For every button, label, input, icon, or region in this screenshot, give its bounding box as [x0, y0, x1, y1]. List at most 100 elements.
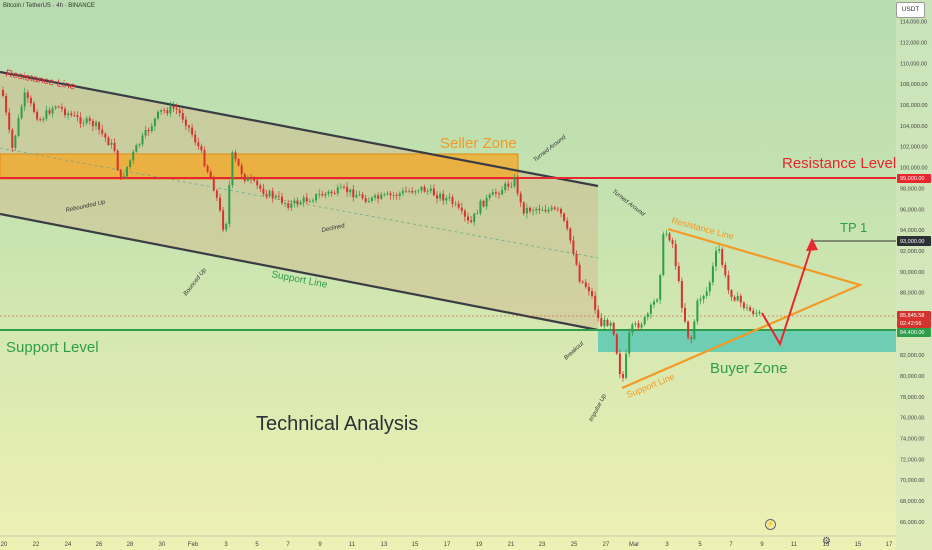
- candle: [175, 103, 178, 115]
- candle: [95, 119, 97, 130]
- candle: [36, 109, 39, 122]
- candle: [535, 206, 538, 215]
- candle: [476, 209, 479, 215]
- price-tick-label: 82,000.00: [900, 353, 924, 359]
- candle: [5, 93, 8, 116]
- candle: [206, 164, 209, 174]
- candle: [563, 212, 566, 223]
- candle: [467, 212, 469, 224]
- seller-zone-box: [0, 153, 519, 180]
- candle: [160, 109, 163, 116]
- candle: [640, 321, 643, 330]
- candle: [724, 261, 727, 278]
- time-tick-label: 3: [224, 542, 228, 548]
- turned-around-label-1: Turned Around: [533, 134, 568, 163]
- candle: [358, 190, 361, 197]
- price-axis[interactable]: 114,000.00 112,000.00 110,000.00 108,000.00…: [896, 0, 932, 550]
- time-tick-label: 13: [381, 542, 388, 548]
- candle: [556, 206, 559, 212]
- candle: [51, 105, 54, 118]
- candle: [696, 298, 699, 325]
- candle: [460, 202, 463, 215]
- candlestick-series: [2, 86, 761, 382]
- tp1-label: TP 1: [840, 220, 867, 235]
- candle: [659, 273, 662, 305]
- candle: [129, 159, 132, 170]
- candle: [470, 216, 473, 224]
- candle: [287, 199, 290, 211]
- currency-button[interactable]: USDT: [896, 2, 925, 18]
- buyer-zone-box: [598, 331, 896, 352]
- time-tick-label: 15: [855, 542, 862, 548]
- candle: [48, 107, 51, 116]
- candle: [383, 192, 386, 197]
- price-tick-label: 74,000.00: [900, 437, 924, 443]
- candle: [377, 192, 380, 204]
- candle: [618, 349, 621, 379]
- time-tick-label: 28: [127, 542, 134, 548]
- time-tick-label: 27: [603, 542, 610, 548]
- candle: [113, 138, 116, 153]
- candle: [693, 319, 696, 341]
- candle: [88, 115, 91, 125]
- candle: [243, 172, 246, 184]
- candle: [653, 298, 655, 309]
- candle: [98, 120, 101, 135]
- candle: [104, 132, 107, 142]
- candle: [665, 230, 668, 237]
- tp-price-badge: 93,000.00: [897, 236, 931, 246]
- time-tick-label: 17: [886, 542, 893, 548]
- gear-icon[interactable]: ⚙: [822, 536, 831, 547]
- candle: [184, 116, 187, 131]
- price-tick-label: 68,000.00: [900, 499, 924, 505]
- candle: [290, 200, 293, 212]
- candle: [507, 180, 510, 191]
- candle: [721, 247, 724, 268]
- candle: [411, 187, 414, 195]
- candle: [566, 217, 569, 231]
- price-tick-label: 78,000.00: [900, 395, 924, 401]
- candle: [677, 262, 680, 284]
- candle: [172, 101, 175, 113]
- time-tick-label: 22: [33, 542, 40, 548]
- candle: [736, 291, 739, 302]
- candle: [144, 125, 147, 139]
- candle: [256, 178, 259, 190]
- candle: [457, 200, 460, 210]
- time-tick-label: 25: [571, 542, 578, 548]
- time-tick-label: Feb: [188, 542, 199, 548]
- seller-zone-label: Seller Zone: [440, 135, 517, 152]
- candle: [57, 105, 60, 109]
- candle: [426, 188, 429, 195]
- candle: [711, 262, 714, 286]
- candle: [463, 208, 466, 222]
- candle: [374, 193, 376, 201]
- candle: [265, 189, 268, 199]
- time-axis[interactable]: 20 22 24 26 28 30 Feb 3 5 7 9 11 13 15 17 19 21 23 25 27 Mar…: [0, 535, 896, 548]
- candle: [442, 190, 445, 205]
- candle: [742, 301, 745, 311]
- candle: [581, 280, 584, 285]
- candle: [17, 114, 20, 138]
- candle: [29, 95, 32, 107]
- candle: [150, 122, 153, 134]
- candle: [625, 349, 628, 380]
- candle: [755, 309, 758, 318]
- lightning-icon[interactable]: ⚡: [765, 519, 776, 530]
- candle: [302, 195, 305, 208]
- price-tick-label: 114,000.00: [900, 20, 927, 26]
- candle: [519, 191, 522, 208]
- svg-text:99,000.00: 99,000.00: [900, 176, 924, 182]
- candle: [101, 125, 104, 138]
- candle: [473, 212, 476, 226]
- candle: [70, 110, 73, 118]
- price-tick-label: 80,000.00: [900, 374, 924, 380]
- candle: [336, 184, 339, 197]
- price-tick-label: 66,000.00: [900, 520, 924, 526]
- candle: [79, 112, 82, 129]
- time-tick-label: 11: [791, 542, 798, 548]
- candle: [572, 235, 575, 257]
- time-tick-label: 15: [412, 542, 419, 548]
